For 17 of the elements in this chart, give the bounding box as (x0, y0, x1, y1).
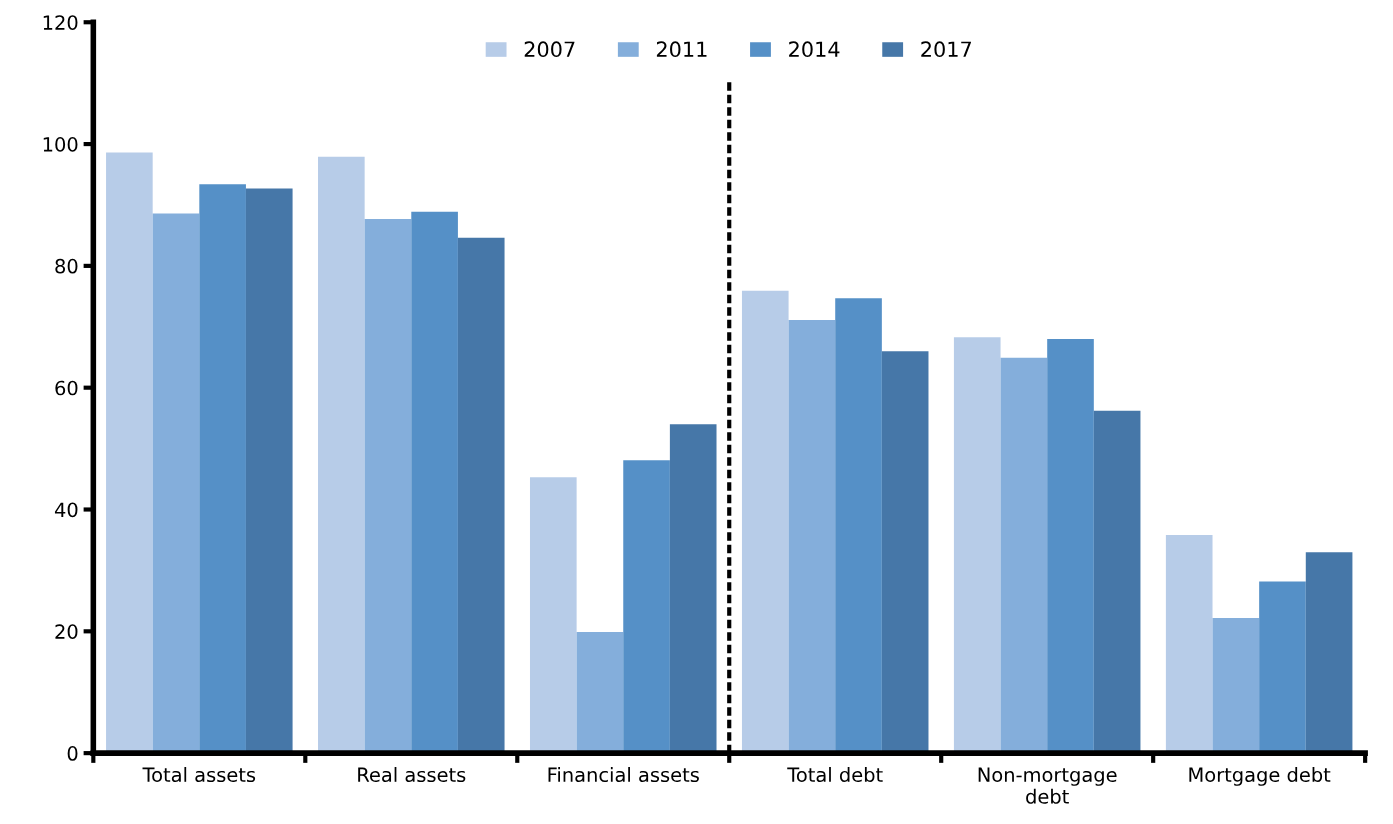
y-tick-label: 40 (54, 502, 78, 518)
x-tick-label: Non-mortgage debt (978, 767, 1117, 804)
x-tick-label: Financial assets (548, 767, 699, 783)
legend-label: 2017 (921, 41, 971, 58)
x-tick-label: Real assets (358, 767, 466, 783)
x-tick-label: Total assets (142, 767, 256, 783)
y-tick-label: 60 (55, 380, 78, 396)
x-tick-label: Mortgage debt (1189, 767, 1331, 786)
legend-label: 2011 (656, 41, 707, 58)
y-tick-label: 0 (67, 746, 78, 761)
legend-label: 2007 (524, 41, 575, 58)
y-tick-label: 100 (43, 137, 78, 152)
y-tick-label: 20 (55, 624, 78, 639)
y-tick-label: 120 (43, 15, 78, 30)
legend-label: 2014 (789, 41, 840, 58)
y-tick-label: 80 (55, 258, 78, 274)
x-tick-label: Total debt (787, 767, 883, 783)
